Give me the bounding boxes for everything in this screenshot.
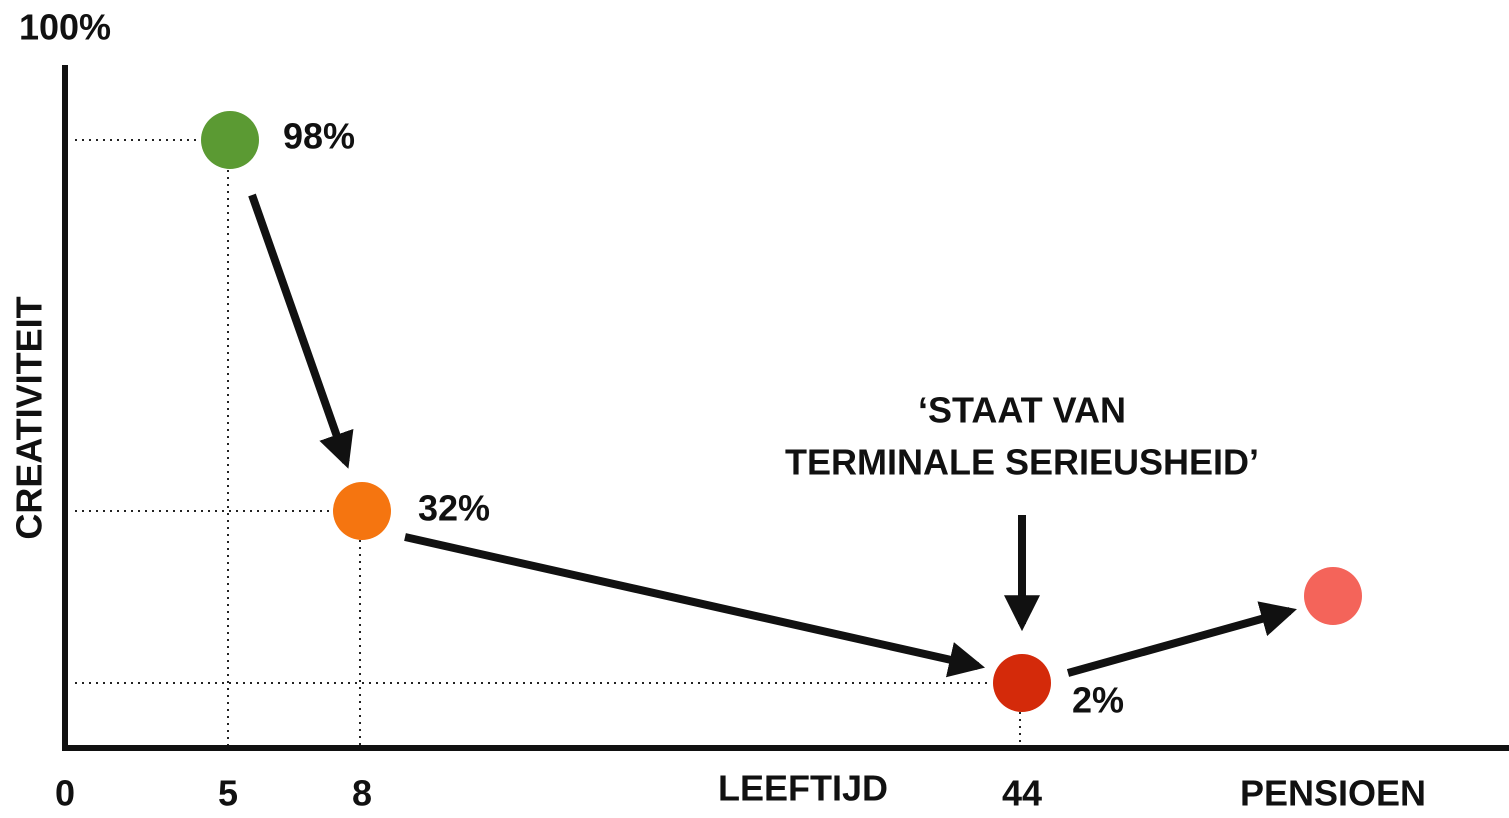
y-axis-label: CREATIVITEIT (9, 296, 50, 539)
point (201, 111, 259, 169)
arrow (404, 533, 986, 678)
x-tick-label: 5 (218, 773, 238, 814)
annotation-line: ‘STAAT VAN (918, 390, 1126, 431)
x-tick-label: 0 (55, 773, 75, 814)
value-label: 98% (283, 116, 355, 157)
points (75, 111, 1362, 745)
x-axis-label: LEEFTIJD (718, 768, 888, 809)
point (333, 482, 391, 540)
x-tick-label: 44 (1002, 773, 1042, 814)
value-label: 2% (1072, 680, 1124, 721)
x-tick-label: PENSIOEN (1240, 773, 1426, 814)
arrows (248, 193, 1297, 678)
value-label: 32% (418, 488, 490, 529)
point (1304, 567, 1362, 625)
arrow (1066, 601, 1297, 677)
arrow (248, 193, 354, 469)
x-tick-label: 8 (352, 773, 372, 814)
annotation-line: TERMINALE SERIEUSHEID’ (785, 442, 1259, 483)
point (993, 654, 1051, 712)
y-top-label: 100% (19, 7, 111, 48)
